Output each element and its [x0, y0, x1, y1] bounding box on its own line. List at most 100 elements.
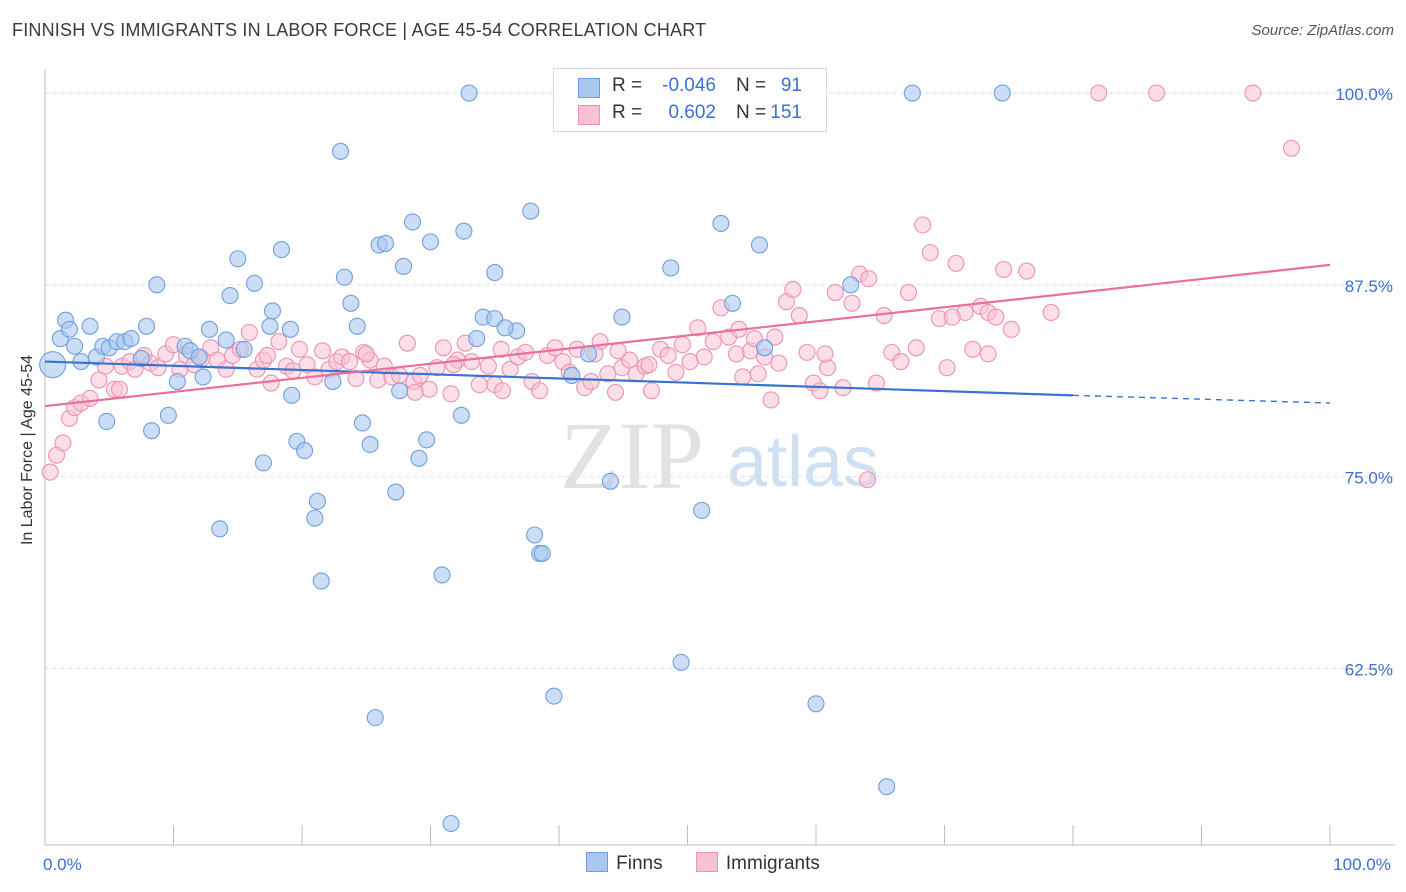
r-value: -0.046 — [662, 75, 716, 96]
finns-point — [580, 345, 598, 363]
finns-point — [807, 695, 825, 713]
immigrants-point — [406, 383, 424, 401]
immigrants-point — [681, 353, 699, 371]
finns-point — [168, 372, 186, 391]
finns-point — [387, 483, 405, 501]
immigrants-point — [770, 354, 788, 372]
immigrants-point — [599, 365, 617, 383]
legend-item-immigrants[interactable]: Immigrants — [695, 852, 820, 875]
finns-point — [394, 257, 413, 275]
finns-trend-extension — [1072, 394, 1331, 404]
immigrants-point — [921, 244, 939, 262]
immigrants-point — [314, 342, 332, 360]
immigrants-point — [149, 359, 167, 377]
finns-point — [693, 501, 711, 519]
finns-point — [468, 330, 486, 348]
immigrants-point — [858, 471, 876, 489]
source-label: Source: ZipAtlas.com — [1251, 22, 1394, 39]
finns-point — [342, 294, 360, 312]
finns-point — [433, 566, 451, 584]
finns-point — [878, 778, 896, 796]
stats-row-finns: R = -0.046 N = 91 — [554, 73, 826, 101]
immigrants-point — [826, 283, 844, 302]
finns-point — [211, 520, 229, 538]
immigrants-point — [90, 371, 108, 389]
immigrants-point — [816, 345, 834, 363]
finns-point — [66, 337, 84, 355]
finns-point — [98, 412, 116, 430]
finns-point — [613, 308, 631, 326]
immigrants-point — [582, 372, 600, 391]
finns-point — [526, 526, 544, 544]
immigrants-point — [811, 382, 829, 400]
tick-labels: 62.5% 75.0% 87.5% 100.0% 0.0% 100.0% — [43, 85, 1393, 874]
finns-point — [460, 84, 478, 102]
immigrants-point — [1090, 84, 1108, 102]
finns-point — [601, 472, 619, 490]
immigrants-point — [964, 340, 982, 358]
finns-point — [312, 572, 330, 590]
immigrants-point — [492, 340, 510, 358]
immigrants-point — [493, 382, 512, 400]
immigrants-point — [609, 342, 627, 360]
finns-point — [229, 250, 247, 268]
immigrants-swatch — [578, 105, 600, 125]
immigrants-point — [1244, 84, 1262, 102]
immigrants-point — [479, 357, 497, 375]
immigrants-point — [642, 382, 661, 400]
finns-legend-swatch — [586, 852, 609, 872]
immigrants-point — [790, 306, 808, 325]
immigrants-point — [749, 365, 767, 383]
finns-point — [306, 509, 324, 527]
immigrants-point — [1147, 84, 1166, 102]
finns-point — [263, 302, 281, 320]
immigrants-point — [798, 343, 816, 361]
finns-point — [194, 368, 212, 386]
finns-point — [159, 406, 177, 424]
immigrants-point — [673, 336, 691, 354]
legend-item-finns[interactable]: Finns — [586, 852, 663, 875]
immigrants-point — [907, 339, 925, 357]
immigrants-point — [290, 340, 308, 358]
legend: Finns Immigrants — [0, 852, 1406, 878]
finns-point — [221, 287, 239, 305]
immigrants-point — [347, 369, 365, 388]
r-label: R = — [612, 75, 643, 96]
immigrants-point — [54, 434, 72, 452]
immigrants-point — [1018, 262, 1036, 280]
watermark-zip: ZIP — [560, 402, 704, 509]
immigrants-point — [979, 345, 997, 363]
finns-point — [261, 317, 279, 335]
finns-point — [348, 317, 366, 335]
stats-box: R = -0.046 N = 91 R = 0.602 N = 151 — [553, 68, 827, 132]
immigrants-point — [695, 348, 713, 366]
immigrants-point — [217, 360, 235, 378]
finns-point — [563, 366, 581, 384]
immigrants-point — [892, 353, 910, 371]
immigrants-point — [860, 270, 878, 288]
r-label: R = — [612, 102, 643, 123]
immigrants-legend-swatch — [695, 852, 718, 872]
immigrants-point — [470, 376, 488, 394]
finns-point — [842, 276, 860, 294]
immigrants-point — [987, 308, 1005, 326]
immigrants-points — [41, 84, 1300, 489]
y-tick-label: 100.0% — [1335, 85, 1393, 104]
finns-point — [272, 241, 290, 259]
immigrants-point — [546, 339, 564, 357]
finns-point — [132, 349, 150, 368]
finns-point — [672, 653, 690, 671]
finns-point — [296, 442, 314, 460]
immigrants-point — [420, 380, 438, 398]
finns-point — [410, 449, 428, 467]
immigrants-point — [606, 383, 625, 401]
immigrants-point — [442, 385, 460, 403]
immigrants-trend-line — [44, 263, 1331, 408]
immigrants-point — [704, 333, 722, 351]
immigrants-point — [762, 391, 780, 409]
chart-title: FINNISH VS IMMIGRANTS IN LABOR FORCE | A… — [12, 20, 707, 40]
finns-point — [533, 544, 551, 562]
immigrants-point — [391, 366, 409, 384]
immigrants-point — [843, 294, 861, 312]
finns-point — [148, 276, 166, 294]
